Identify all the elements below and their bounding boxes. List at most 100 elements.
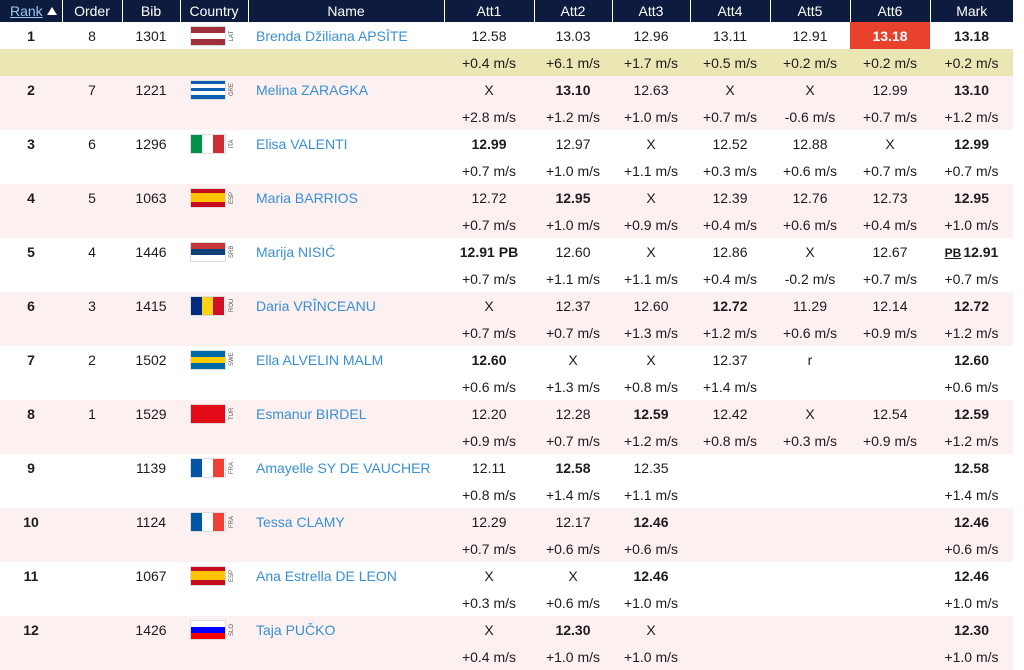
wind-row: +0.6 m/s +1.3 m/s +0.8 m/s +1.4 m/s +0.6 m/s (0, 373, 1013, 400)
athlete-name[interactable]: Tessa CLAMY (248, 508, 444, 535)
athlete-name[interactable]: Esmanur BIRDEL (248, 400, 444, 427)
column-header[interactable]: Att4 (689, 0, 770, 22)
wind: +1.0 m/s (944, 648, 999, 665)
column-header[interactable]: Att1 (443, 0, 534, 22)
empty-cell (62, 535, 122, 562)
flag-stripe (190, 458, 202, 477)
empty-cell (122, 589, 180, 616)
flag-stripe (190, 26, 225, 33)
flag-stripe (201, 134, 214, 153)
attempt-mark: X (646, 351, 656, 368)
attempt: 12.97 (534, 130, 612, 157)
empty-cell (0, 643, 62, 670)
attempt-wind: +0.7 m/s (444, 265, 534, 292)
athlete-name[interactable]: Marija NISIĆ (256, 243, 336, 260)
athlete-name[interactable]: Brenda Džiliana APSĪTE (256, 27, 408, 44)
header-label: Att5 (797, 3, 823, 19)
empty-cell (0, 319, 62, 346)
attempt-wind: +1.0 m/s (534, 211, 612, 238)
empty-cell (62, 103, 122, 130)
flag-stripe (190, 296, 202, 315)
wind: +0.8 m/s (461, 486, 517, 503)
wind-row: +0.7 m/s +0.6 m/s +0.6 m/s +0.6 m/s (0, 535, 1013, 562)
attempt: 12.60 (444, 346, 534, 373)
attempt-wind: -0.6 m/s (770, 103, 850, 130)
column-header[interactable]: Name (247, 0, 444, 22)
column-header[interactable]: Att2 (533, 0, 612, 22)
empty-cell (0, 103, 62, 130)
country-code: FRA (228, 515, 235, 528)
attempt-wind: +0.7 m/s (850, 157, 930, 184)
attempt-wind: -0.2 m/s (770, 265, 850, 292)
attempt: 12.37 (534, 292, 612, 319)
attempt-wind: +0.8 m/s (444, 481, 534, 508)
column-header[interactable]: Order (61, 0, 122, 22)
attempt-wind: +0.6 m/s (770, 157, 850, 184)
country-code: TUR (228, 407, 235, 420)
wind: +0.8 m/s (702, 432, 758, 449)
flag-stripe (190, 512, 202, 531)
athlete-name[interactable]: Daria VRÎNCEANU (248, 292, 444, 319)
attempt-wind: +0.6 m/s (534, 589, 612, 616)
athlete-name[interactable]: Amayelle SY DE VAUCHER (256, 459, 431, 476)
athlete-name[interactable]: Maria BARRIOS (248, 184, 444, 211)
column-header[interactable]: Bib (121, 0, 180, 22)
attempt (690, 562, 770, 589)
column-header[interactable]: Mark (929, 0, 1013, 22)
wind-row: +0.7 m/s +1.0 m/s +0.9 m/s +0.4 m/s +0.6 m/s… (0, 211, 1013, 238)
attempt-wind: +6.1 m/s (534, 49, 612, 76)
attempt: 12.17 (534, 508, 612, 535)
mark: 12.99 (930, 130, 1013, 157)
bib: 1301 (135, 27, 167, 44)
athlete-name[interactable]: Elisa VALENTI (256, 135, 348, 152)
athlete-name[interactable]: Melina ZARAGKA (248, 76, 444, 103)
flag-stripe (190, 242, 225, 249)
wind: +0.6 m/s (545, 594, 601, 611)
column-header[interactable]: Att3 (611, 0, 690, 22)
country-code: SLO (228, 623, 235, 636)
attempt (850, 562, 930, 589)
flag-stripe (190, 571, 225, 576)
attempt-wind: +1.0 m/s (612, 643, 690, 670)
wind: +1.7 m/s (623, 54, 679, 71)
flag (190, 80, 225, 99)
wind: +0.2 m/s (944, 54, 999, 71)
attempt-mark: 11.29 (793, 297, 827, 314)
flag-stripe (190, 356, 225, 363)
column-header[interactable]: Rank (0, 0, 62, 22)
mark-value: 12.95 (953, 189, 990, 206)
order: 8 (88, 27, 96, 44)
header-label: Att2 (560, 3, 586, 19)
attempt-mark: 12.96 (633, 27, 669, 44)
flag-stripe (201, 512, 214, 531)
header-label: Att6 (877, 3, 903, 19)
column-header[interactable]: Att6 (849, 0, 930, 22)
athlete-name[interactable]: Ella ALVELIN MALM (256, 351, 384, 368)
athlete-name[interactable]: Taja PUČKO (248, 616, 444, 643)
empty-cell (248, 535, 444, 562)
attempt: X (612, 130, 690, 157)
attempt-mark: 12.28 (555, 405, 591, 422)
flag-stripe (190, 87, 225, 92)
attempt-mark: 12.88 (792, 135, 828, 152)
attempt-mark: X (484, 81, 494, 98)
flag-stripe (190, 254, 225, 261)
country: LAT (180, 22, 248, 49)
mark-wind: +0.6 m/s (930, 535, 1013, 562)
mark: 12.72 (930, 292, 1013, 319)
country: ESP (180, 562, 248, 589)
attempt: 12.58 (534, 454, 612, 481)
attempt-mark: 12.59 (633, 405, 669, 422)
athlete-name[interactable]: Ana Estrella DE LEON (256, 567, 397, 584)
column-header[interactable]: Att5 (769, 0, 850, 22)
column-header[interactable]: Country (179, 0, 248, 22)
empty-cell (248, 103, 444, 130)
flag-stripe (213, 512, 225, 531)
wind: +0.7 m/s (461, 540, 517, 557)
flag-stripe (190, 193, 225, 198)
flag-stripe (190, 91, 225, 96)
attempt-mark: 12.60 (633, 297, 669, 314)
empty-cell (248, 319, 444, 346)
athlete-row: 5 4 1446 SRB Marija NISIĆ 12.91 PB 12.60 X 12.86 X… (0, 238, 1013, 265)
attempt-mark: 12.17 (555, 513, 591, 530)
